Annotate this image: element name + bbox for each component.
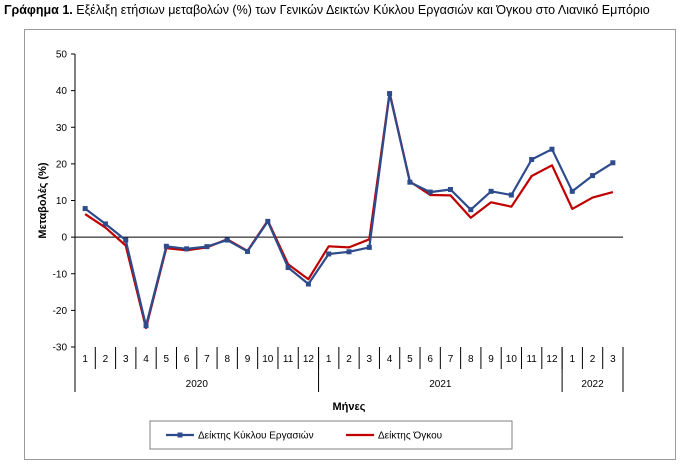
x-tick-label: 2 [590,354,596,365]
x-axis-title: Μήνες [333,401,366,413]
series-line [84,92,614,327]
y-axis-title: Μεταβολές (%) [37,162,49,238]
y-tick-label: -20 [53,306,68,317]
data-point-marker [102,221,108,227]
y-tick-label: -10 [53,269,68,280]
data-point-marker [387,91,393,97]
chart-title: Γράφημα 1. Εξέλιξη ετήσιων μεταβολών (%)… [4,3,650,17]
x-tick-label: 3 [610,354,616,365]
y-tick-label: 10 [56,196,68,207]
x-tick-label: 12 [303,354,315,365]
data-point-marker [265,218,271,224]
x-tick-label: 10 [506,354,518,365]
y-tick-label: -30 [53,343,68,354]
x-tick-label: 8 [468,354,474,365]
x-tick-label: 11 [526,354,537,365]
x-tick-label: 9 [488,354,494,365]
x-tick-label: 10 [262,354,274,365]
x-tick-label: 5 [164,354,170,365]
y-axis-ticks: -30 -20 -10 0 10 20 30 40 50 [53,50,75,354]
data-point-marker [245,248,251,254]
data-point-marker [590,173,596,179]
year-label: 2022 [581,379,604,390]
x-tick-label: 1 [569,354,575,365]
y-tick-label: 50 [56,50,68,61]
data-point-marker [285,265,291,271]
year-label: 2021 [429,379,452,390]
x-tick-label: 2 [346,354,352,365]
data-point-marker [305,281,311,287]
data-point-marker [427,189,433,195]
data-point-marker [163,243,169,249]
x-tick-label: 2 [103,354,109,365]
series-lines [82,91,616,330]
data-point-marker [184,246,190,252]
data-point-marker [224,237,230,243]
legend-label: Δείκτης Κύκλου Εργασιών [198,430,314,442]
chart-title-text: Εξέλιξη ετήσιων μεταβολών (%) των Γενικώ… [76,3,650,17]
chart-frame [24,29,676,460]
data-point-marker [143,323,149,329]
data-point-marker [468,207,474,213]
y-tick-label: 40 [56,86,68,97]
data-point-marker [366,244,372,250]
x-tick-label: 4 [143,354,149,365]
legend-box [149,420,513,450]
x-tick-label: 6 [184,354,190,365]
year-label: 2020 [186,379,209,390]
y-tick-label: 20 [56,159,68,170]
chart-title-prefix: Γράφημα 1. [4,3,73,17]
data-point-marker [508,192,514,198]
legend: Δείκτης Κύκλου Εργασιών Δείκτης Όγκου [149,420,513,450]
data-point-marker [610,160,616,166]
data-point-marker [447,187,453,193]
x-tick-label: 11 [283,354,294,365]
data-point-marker [204,244,210,250]
data-point-marker [569,188,575,194]
legend-label: Δείκτης Όγκου [378,430,442,442]
y-tick-label: 30 [56,123,68,134]
legend-marker [177,432,183,438]
x-tick-label: 1 [326,354,332,365]
x-tick-label: 9 [245,354,251,365]
data-point-marker [326,251,332,257]
x-tick-label: 4 [387,354,393,365]
x-tick-label: 3 [367,354,373,365]
x-tick-label: 6 [427,354,433,365]
data-point-marker [82,206,88,212]
x-tick-label: 1 [82,354,88,365]
x-tick-label: 3 [123,354,129,365]
plot-axes [74,54,623,392]
x-tick-label: 12 [546,354,558,365]
data-point-marker [407,179,413,185]
x-tick-label: 7 [204,354,210,365]
x-tick-label: 5 [407,354,413,365]
data-point-marker [123,237,129,243]
series-line [84,91,614,330]
data-point-marker [488,188,494,194]
data-point-marker [346,249,352,255]
data-point-marker [549,146,555,152]
x-tick-label: 7 [448,354,454,365]
y-tick-label: 0 [61,233,67,244]
data-point-marker [529,156,535,162]
x-tick-label: 8 [224,354,230,365]
